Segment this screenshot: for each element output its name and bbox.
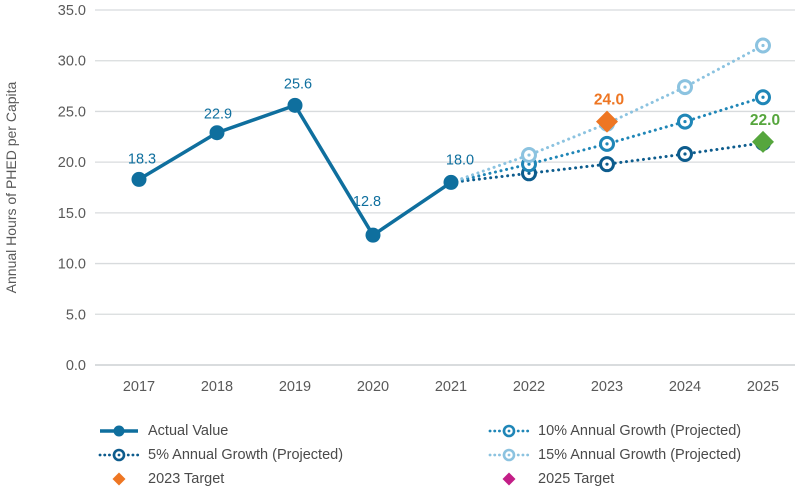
legend-item-10pct-growth: 10% Annual Growth (Projected) [487, 419, 741, 443]
dotted-donut-icon [97, 447, 141, 463]
svg-text:2020: 2020 [357, 379, 389, 395]
plot-area: 0.0 5.0 10.0 15.0 20.0 25.0 30.0 35.0 2017 2018 20… [3, 3, 795, 395]
svg-text:2024: 2024 [669, 379, 701, 395]
svg-text:2022: 2022 [513, 379, 545, 395]
svg-text:0.0: 0.0 [66, 358, 86, 374]
orange-diamond-icon [97, 471, 141, 487]
svg-text:25.0: 25.0 [58, 104, 86, 120]
legend-item-5pct-growth: 5% Annual Growth (Projected) [97, 443, 487, 467]
dotted-donut-icon [487, 447, 531, 463]
svg-text:25.6: 25.6 [284, 76, 312, 92]
legend: Actual Value 5% Annual Growth (Projected… [0, 419, 800, 491]
svg-text:18.0: 18.0 [446, 152, 474, 168]
svg-text:18.3: 18.3 [128, 151, 156, 167]
svg-text:20.0: 20.0 [58, 155, 86, 171]
legend-item-2023-target: 2023 Target [97, 467, 487, 491]
svg-text:12.8: 12.8 [353, 194, 381, 210]
svg-text:2019: 2019 [279, 379, 311, 395]
legend-column-left: Actual Value 5% Annual Growth (Projected… [97, 419, 487, 491]
svg-text:Annual Hours of PHED per Capit: Annual Hours of PHED per Capita [3, 81, 19, 293]
legend-column-right: 10% Annual Growth (Projected) 15% Annual… [487, 419, 741, 491]
legend-label: 10% Annual Growth (Projected) [538, 423, 742, 439]
magenta-diamond-icon [487, 471, 531, 487]
svg-text:22.9: 22.9 [204, 107, 232, 123]
legend-label: 2025 Target [538, 471, 615, 487]
legend-item-15pct-growth: 15% Annual Growth (Projected) [487, 443, 741, 467]
legend-label: 5% Annual Growth (Projected) [148, 447, 344, 463]
dotted-donut-icon [487, 423, 531, 439]
svg-text:2018: 2018 [201, 379, 233, 395]
legend-item-2025-target: 2025 Target [487, 467, 741, 491]
svg-text:22.0: 22.0 [750, 112, 780, 129]
svg-text:2021: 2021 [435, 379, 467, 395]
svg-text:5.0: 5.0 [66, 307, 86, 323]
svg-text:2023: 2023 [591, 379, 623, 395]
legend-label: Actual Value [148, 423, 229, 439]
actual-value-line-icon [97, 423, 141, 439]
legend-label: 2023 Target [148, 471, 225, 487]
svg-text:2017: 2017 [123, 379, 155, 395]
svg-text:2025: 2025 [747, 379, 779, 395]
svg-text:35.0: 35.0 [58, 3, 86, 19]
svg-text:10.0: 10.0 [58, 257, 86, 273]
legend-label: 15% Annual Growth (Projected) [538, 447, 742, 463]
svg-text:30.0: 30.0 [58, 54, 86, 70]
legend-item-actual-value: Actual Value [97, 419, 487, 443]
svg-text:15.0: 15.0 [58, 206, 86, 222]
svg-text:24.0: 24.0 [594, 92, 624, 109]
